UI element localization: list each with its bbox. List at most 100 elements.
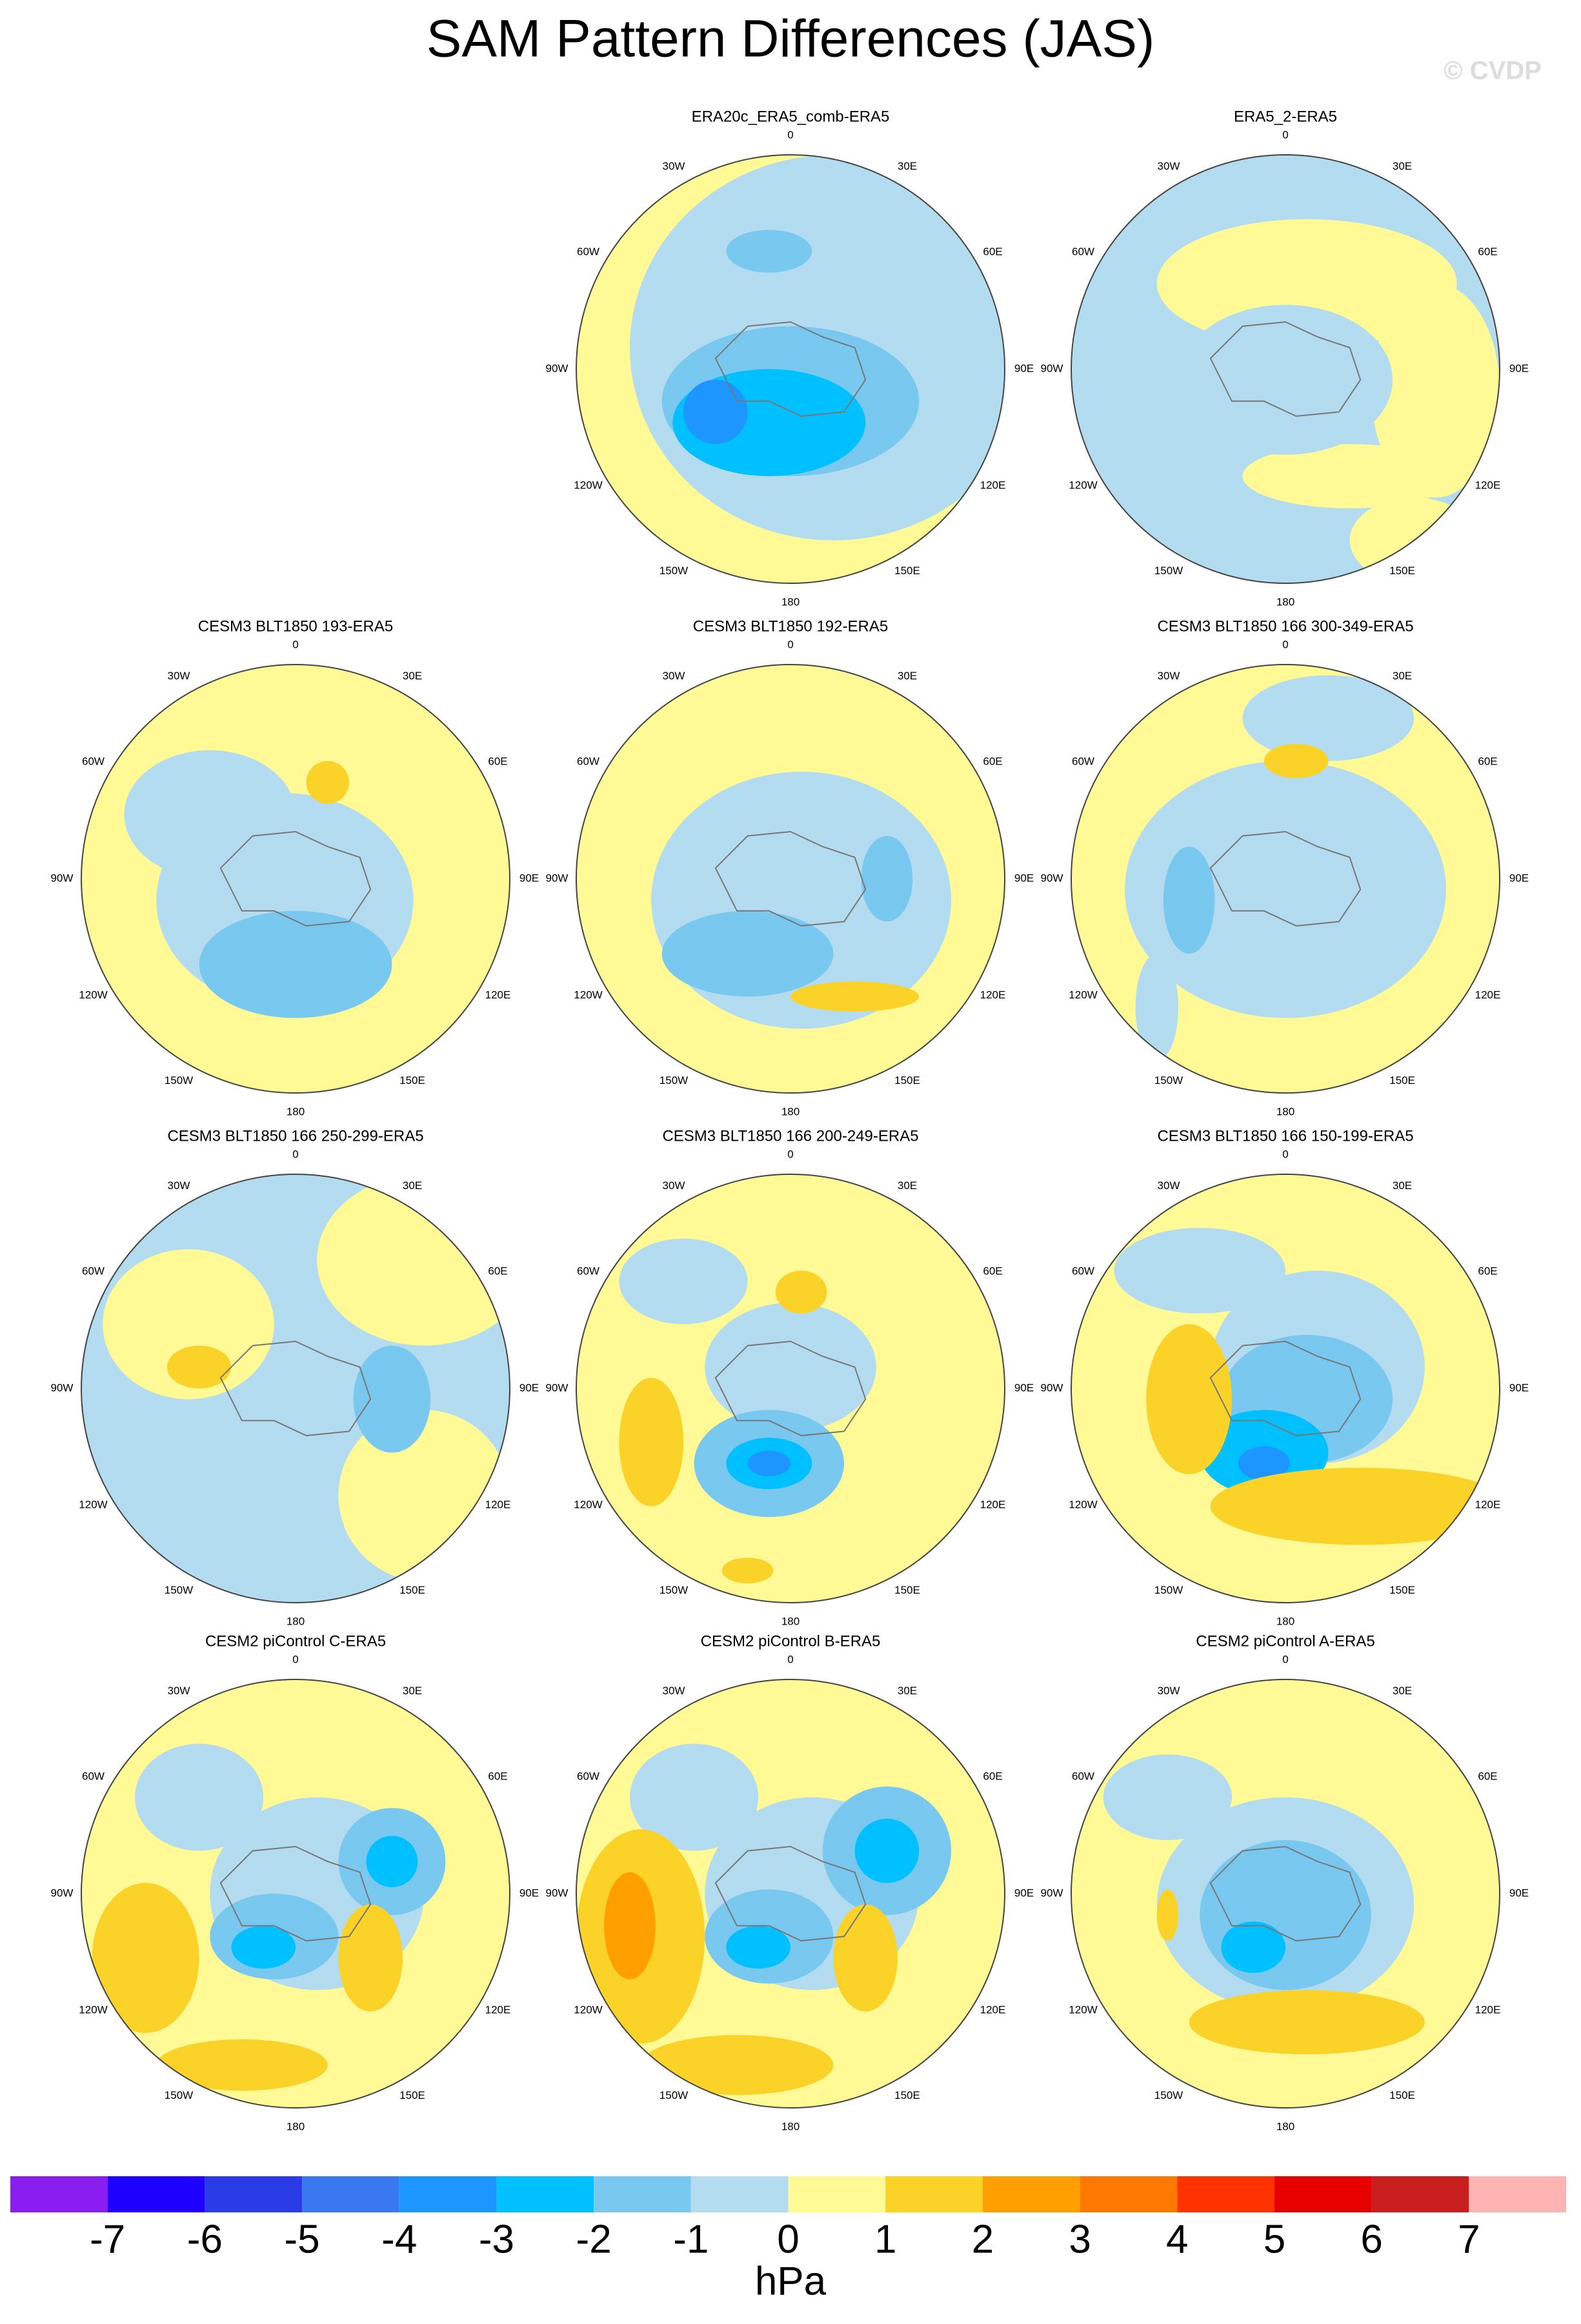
map-border [81, 664, 510, 1094]
contour-region [1242, 444, 1457, 508]
longitude-label: 90W [51, 1381, 74, 1394]
map-fill [81, 1174, 510, 1603]
longitude-label: 0 [1282, 638, 1288, 650]
longitude-label: 60E [488, 1265, 507, 1277]
longitude-label: 120W [574, 988, 602, 1001]
longitude-label: 90W [546, 1381, 569, 1394]
longitude-label: 60E [1478, 245, 1497, 257]
longitude-label: 120E [485, 2003, 511, 2016]
longitude-label: 150E [894, 1584, 920, 1596]
coastline [219, 1845, 372, 1942]
longitude-label: 0 [292, 1148, 298, 1160]
longitude-label: 60W [577, 245, 599, 257]
coastline [1209, 1845, 1362, 1942]
colorbar-box [205, 2176, 303, 2212]
contour-region [366, 1836, 418, 1888]
longitude-label: 60W [82, 1770, 105, 1782]
longitude-label: 0 [1282, 1148, 1288, 1160]
longitude-label: 150W [1154, 1584, 1183, 1596]
longitude-label: 30E [403, 1179, 422, 1192]
colorbar-box [1177, 2176, 1274, 2212]
panel-title: CESM3 BLT1850 166 200-249-ERA5 [662, 1127, 918, 1145]
longitude-label: 60E [983, 1770, 1002, 1782]
contour-region [726, 1925, 790, 1969]
longitude-label: 30E [898, 1685, 917, 1697]
colorbar-box [10, 2176, 108, 2212]
longitude-label: 120E [980, 1498, 1006, 1510]
colorbar-label: -4 [381, 2217, 417, 2261]
map-panel: CESM2 piControl A-ERA5 0 30E 60E 90E 120E 150E… [1041, 1632, 1529, 2132]
contour-region [1189, 1990, 1425, 2054]
colorbar-unit: hPa [755, 2259, 827, 2303]
longitude-label: 90W [1041, 872, 1063, 884]
longitude-label: 0 [787, 1653, 793, 1665]
longitude-label: 30E [403, 1685, 422, 1697]
longitude-label: 120E [485, 1498, 511, 1510]
longitude-label: 60W [1072, 245, 1094, 257]
longitude-label: 180 [781, 1615, 800, 1627]
map-fill [576, 1679, 1005, 2108]
contour-region [1135, 954, 1179, 1061]
longitude-label: 90E [1014, 872, 1034, 884]
longitude-label: 90W [1041, 1887, 1063, 1899]
longitude-label: 30E [1393, 1685, 1412, 1697]
longitude-label: 60W [577, 1265, 599, 1277]
longitude-label: 90E [1509, 1887, 1529, 1899]
map-border [576, 1679, 1005, 2109]
longitude-label: 120W [79, 988, 107, 1001]
coastline [714, 1845, 867, 1942]
contour-region [705, 1303, 876, 1432]
longitude-label: 150W [165, 1584, 193, 1596]
longitude-label: 150E [399, 1584, 425, 1596]
contour-region [726, 230, 812, 273]
longitude-label: 150W [660, 565, 688, 577]
map-panel: CESM3 BLT1850 166 250-299-ERA5 0 30E 60E 90E… [51, 1127, 539, 1627]
longitude-label: 60E [1478, 1770, 1497, 1782]
longitude-label: 90E [1509, 362, 1529, 374]
colorbar-label: 2 [972, 2217, 994, 2261]
map-panel: CESM3 BLT1850 193-ERA5 0 30E 60E 90E 120E 150E… [51, 617, 539, 1117]
colorbar-label: 3 [1069, 2217, 1091, 2261]
longitude-label: 120W [1069, 479, 1097, 491]
map-fill [1071, 155, 1500, 583]
contour-region [630, 1743, 759, 1851]
map-fill [1071, 1679, 1500, 2108]
coastline [714, 1340, 867, 1437]
longitude-label: 90W [1041, 1381, 1063, 1394]
longitude-label: 150W [1154, 1074, 1183, 1087]
longitude-label: 150E [894, 2089, 920, 2101]
longitude-label: 0 [1282, 1653, 1288, 1665]
longitude-label: 90E [519, 1381, 539, 1394]
contour-region [1238, 1446, 1290, 1481]
panel-title: ERA5_2-ERA5 [1234, 108, 1337, 125]
longitude-label: 90E [1014, 1887, 1034, 1899]
longitude-label: 30W [1158, 1179, 1180, 1192]
colorbar-box [302, 2176, 399, 2212]
longitude-label: 150W [660, 2089, 688, 2101]
map-panel: ERA5_2-ERA5 0 30E 60E 90E 120E 150E 180 150W 120W… [1041, 108, 1529, 608]
colorbar-label: 0 [777, 2217, 799, 2261]
longitude-label: 150W [165, 1074, 193, 1087]
colorbar-box [496, 2176, 594, 2212]
map-border [81, 1679, 510, 2109]
longitude-label: 150W [165, 2089, 193, 2101]
contour-region [166, 1345, 232, 1388]
contour-region [1146, 1324, 1232, 1474]
colorbar-box [982, 2176, 1080, 2212]
longitude-label: 90E [1509, 1381, 1529, 1394]
panel-title: CESM2 piControl C-ERA5 [205, 1632, 386, 1650]
longitude-label: 30W [663, 1685, 685, 1697]
panel-title: CESM2 piControl A-ERA5 [1196, 1632, 1375, 1650]
longitude-label: 30E [1393, 160, 1412, 172]
longitude-label: 0 [787, 1148, 793, 1160]
colorbar-label: 7 [1458, 2217, 1480, 2261]
coastline [714, 830, 867, 927]
longitude-label: 180 [1276, 596, 1294, 608]
map-border [1071, 664, 1500, 1094]
longitude-label: 120W [574, 2003, 602, 2016]
longitude-label: 180 [1276, 1105, 1294, 1117]
longitude-label: 120E [1475, 479, 1501, 491]
map-border [81, 1174, 510, 1603]
colorbar-label: 4 [1166, 2217, 1188, 2261]
colorbar-label: -1 [673, 2217, 709, 2261]
